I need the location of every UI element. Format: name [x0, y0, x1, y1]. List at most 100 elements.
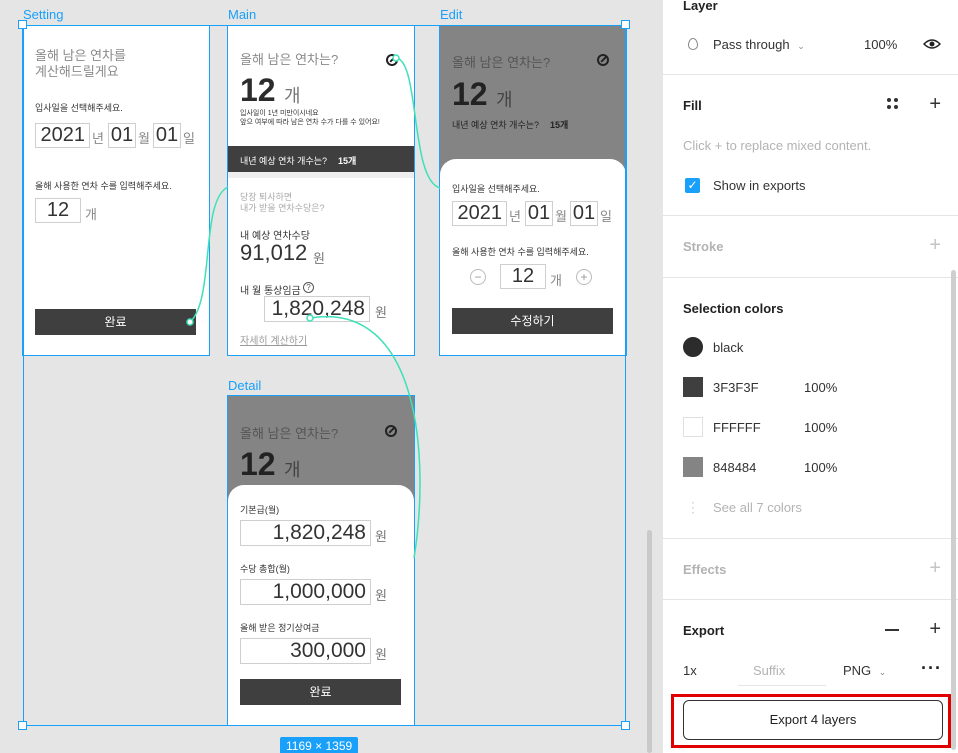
color-opacity: 100%: [804, 460, 838, 475]
see-all-colors-link[interactable]: See all 7 colors: [713, 500, 802, 515]
color-row[interactable]: 3F3F3F 100%: [663, 373, 958, 403]
setting-day-field[interactable]: 01: [153, 123, 181, 148]
edit-year-unit: 년: [509, 209, 521, 224]
edit-dim-overlay: [440, 26, 626, 176]
edit-day-field[interactable]: 01: [570, 201, 598, 226]
selection-colors-section: Selection colors black 3F3F3F 100% FFFFF…: [663, 278, 958, 539]
detail-count: 12: [240, 446, 276, 482]
main-next-year-value: 15개: [338, 156, 357, 166]
edit-used-unit: 개: [550, 273, 562, 288]
canvas-scrollbar[interactable]: [647, 530, 652, 753]
plus-icon[interactable]: +: [576, 269, 592, 285]
fill-title: Fill: [683, 98, 702, 113]
connector-main-to-edit: [395, 57, 441, 189]
edit-day-unit: 일: [600, 209, 612, 224]
export-suffix-input[interactable]: Suffix: [738, 656, 826, 686]
edit-used-field[interactable]: 12: [500, 264, 546, 289]
edit-icon[interactable]: [597, 54, 609, 66]
design-canvas[interactable]: Setting Main Edit Detail 올해 남은 연차를 계산해드릴…: [0, 0, 662, 753]
connector-start-dot: [186, 318, 194, 326]
selection-bounding-box[interactable]: [23, 25, 626, 726]
setting-used-field[interactable]: 12: [35, 198, 81, 223]
color-name: black: [713, 340, 744, 355]
frame-setting[interactable]: 올해 남은 연차를 계산해드릴게요 입사일을 선택해주세요. 2021 년 01…: [22, 25, 210, 356]
detail-bonus-field[interactable]: 300,000: [240, 638, 371, 664]
resize-handle-bottom-left[interactable]: [18, 721, 27, 730]
add-export-icon[interactable]: +: [929, 618, 941, 640]
color-row[interactable]: FFFFFF 100%: [663, 413, 958, 443]
frame-label-edit[interactable]: Edit: [440, 7, 463, 22]
show-in-exports-label[interactable]: Show in exports: [713, 178, 806, 193]
detail-count-unit: 개: [284, 460, 301, 480]
detail-title: 올해 남은 연차는?: [240, 426, 339, 441]
color-swatch: [683, 457, 703, 477]
chevron-down-icon: ⌄: [797, 41, 805, 51]
stroke-section: Stroke +: [663, 216, 958, 278]
main-allowance-value: 91,012: [240, 240, 308, 265]
setting-join-prompt: 입사일을 선택해주세요.: [35, 103, 123, 113]
main-allowance-unit: 원: [313, 251, 325, 266]
edit-icon[interactable]: [385, 425, 397, 437]
more-options-icon[interactable]: ···: [921, 658, 942, 678]
setting-done-button[interactable]: 완료: [35, 309, 196, 335]
color-row[interactable]: black: [663, 333, 958, 363]
detail-allowance-field[interactable]: 1,000,000: [240, 579, 371, 605]
resize-handle-top-left[interactable]: [18, 20, 27, 29]
main-note: 입사일이 1년 미만이시네요 앞으 여부에 따라 남은 연차 수가 다를 수 있…: [240, 110, 380, 126]
resize-handle-top-right[interactable]: [621, 20, 630, 29]
stroke-title: Stroke: [683, 239, 724, 254]
layer-opacity[interactable]: 100%: [864, 37, 898, 52]
panel-scrollbar[interactable]: [951, 270, 956, 750]
detail-base-field[interactable]: 1,820,248: [240, 520, 371, 546]
edit-month-field[interactable]: 01: [525, 201, 553, 226]
connector-start-dot: [306, 314, 314, 322]
color-name: 848484: [713, 460, 757, 475]
main-count: 12: [240, 72, 276, 108]
connector-start-dot: [392, 54, 400, 62]
add-effect-icon[interactable]: +: [929, 557, 941, 579]
frame-main[interactable]: 올해 남은 연차는? 12 개 입사일이 1년 미만이시네요 앞으 여부에 따라…: [227, 25, 415, 356]
help-icon[interactable]: ?: [303, 282, 314, 293]
frame-detail[interactable]: 올해 남은 연차는? 12 개 기본급(월) 1,820,248 원 수당 총합…: [227, 395, 415, 726]
blend-drop-icon: [688, 38, 698, 50]
main-next-year-bar: 내년 예상 연차 개수는? 15개: [228, 146, 414, 172]
main-next-year-label: 내년 예상 연차 개수는?: [240, 156, 328, 166]
chevron-down-icon: ⌄: [878, 667, 887, 677]
color-name: 3F3F3F: [713, 380, 759, 395]
edit-submit-button[interactable]: 수정하기: [452, 308, 613, 334]
frame-label-main[interactable]: Main: [228, 7, 257, 22]
setting-year-field[interactable]: 2021: [35, 123, 90, 148]
setting-used-unit: 개: [85, 207, 97, 222]
main-detail-link[interactable]: 자세히 계산하기: [240, 336, 308, 347]
remove-export-icon[interactable]: [885, 629, 899, 631]
setting-year-unit: 년: [92, 131, 104, 146]
fill-mixed-hint: Click + to replace mixed content.: [683, 138, 872, 153]
resize-handle-bottom-right[interactable]: [621, 721, 630, 730]
export-format-select[interactable]: PNG ⌄: [843, 663, 886, 678]
edit-year-field[interactable]: 2021: [452, 201, 507, 226]
eye-icon[interactable]: [923, 38, 941, 50]
detail-allowance-unit: 원: [375, 588, 387, 603]
frame-label-detail[interactable]: Detail: [228, 378, 262, 393]
blend-mode-select[interactable]: Pass through ⌄: [713, 37, 805, 52]
selection-colors-title: Selection colors: [683, 301, 784, 316]
frame-edit[interactable]: 올해 남은 연차는? 12 개 내년 예상 연차 개수는? 15개 입사일을 선…: [439, 25, 627, 356]
export-scale-select[interactable]: 1x: [683, 663, 697, 678]
properties-panel: Layer Pass through ⌄ 100% Fill + Click +: [662, 0, 958, 753]
add-stroke-icon[interactable]: +: [929, 234, 941, 256]
detail-bonus-label: 올해 받은 정기상여금: [240, 623, 320, 633]
color-swatch: [683, 417, 703, 437]
add-fill-icon[interactable]: +: [929, 93, 941, 115]
setting-month-field[interactable]: 01: [108, 123, 136, 148]
style-grid-icon[interactable]: [887, 98, 899, 110]
color-row[interactable]: 848484 100%: [663, 453, 958, 483]
detail-done-button[interactable]: 완료: [240, 679, 401, 705]
export-layers-button[interactable]: Export 4 layers: [683, 700, 943, 740]
show-in-exports-checkbox[interactable]: ✓: [685, 178, 700, 193]
minus-icon[interactable]: −: [470, 269, 486, 285]
edit-next-year-value: 15개: [550, 120, 569, 130]
frame-label-setting[interactable]: Setting: [23, 7, 64, 22]
setting-day-unit: 일: [183, 131, 195, 146]
fill-section: Fill + Click + to replace mixed content.…: [663, 75, 958, 216]
effects-title: Effects: [683, 562, 727, 577]
